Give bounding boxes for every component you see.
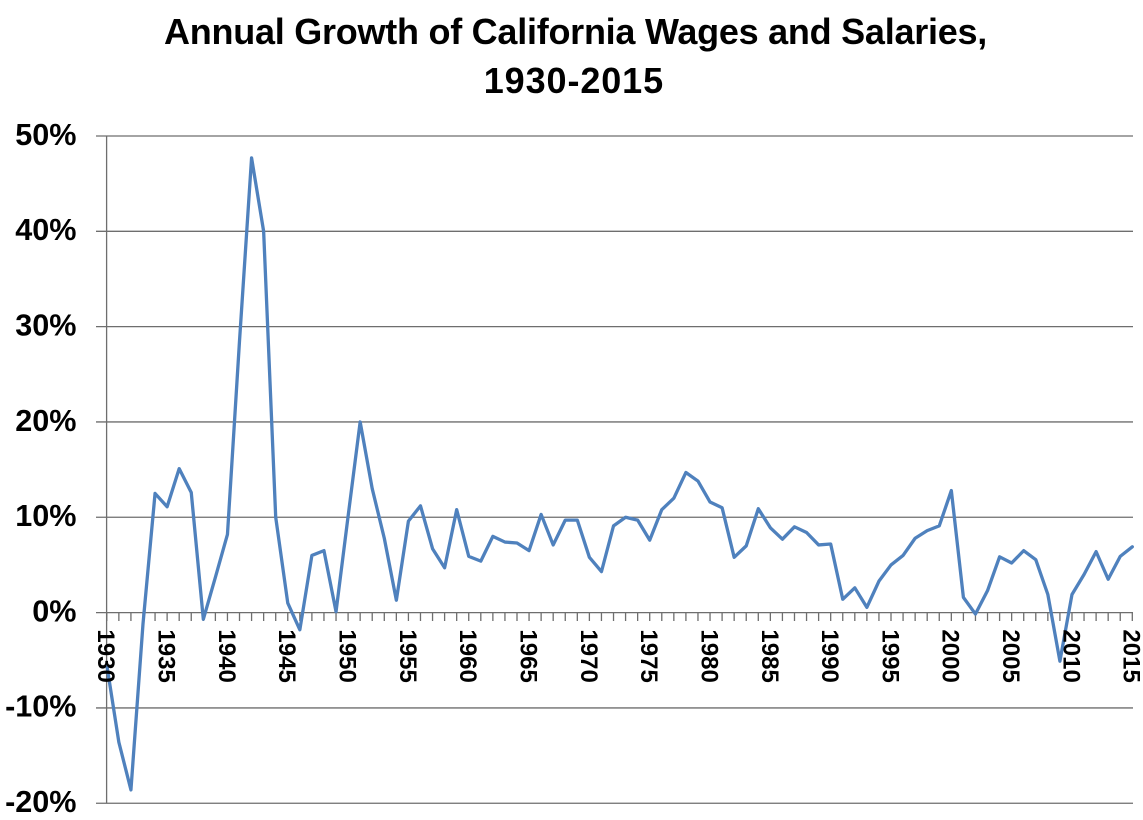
svg-text:2010: 2010: [1057, 629, 1084, 682]
svg-text:-20%: -20%: [5, 785, 76, 819]
svg-text:1965: 1965: [514, 629, 541, 682]
svg-text:2000: 2000: [937, 629, 964, 682]
svg-text:20%: 20%: [15, 404, 76, 438]
svg-text:1970: 1970: [575, 629, 602, 682]
svg-text:50%: 50%: [15, 118, 76, 152]
svg-text:10%: 10%: [15, 499, 76, 533]
svg-text:1940: 1940: [213, 629, 240, 682]
svg-text:1930-2015: 1930-2015: [484, 60, 664, 101]
svg-text:40%: 40%: [15, 213, 76, 247]
svg-text:-10%: -10%: [5, 690, 76, 724]
svg-text:30%: 30%: [15, 308, 76, 342]
svg-text:1950: 1950: [333, 629, 360, 682]
svg-text:Annual Growth of California Wa: Annual Growth of California Wages and Sa…: [164, 11, 987, 52]
svg-text:1945: 1945: [273, 629, 300, 682]
svg-text:1975: 1975: [635, 629, 662, 682]
svg-text:0%: 0%: [32, 594, 76, 628]
svg-text:2015: 2015: [1118, 629, 1143, 682]
svg-text:1930: 1930: [92, 629, 119, 682]
svg-text:1990: 1990: [816, 629, 843, 682]
svg-text:2005: 2005: [997, 629, 1024, 682]
svg-text:1980: 1980: [695, 629, 722, 682]
svg-text:1960: 1960: [454, 629, 481, 682]
svg-text:1935: 1935: [153, 629, 180, 682]
svg-text:1985: 1985: [756, 629, 783, 682]
svg-text:1995: 1995: [876, 629, 903, 682]
svg-text:1955: 1955: [394, 629, 421, 682]
